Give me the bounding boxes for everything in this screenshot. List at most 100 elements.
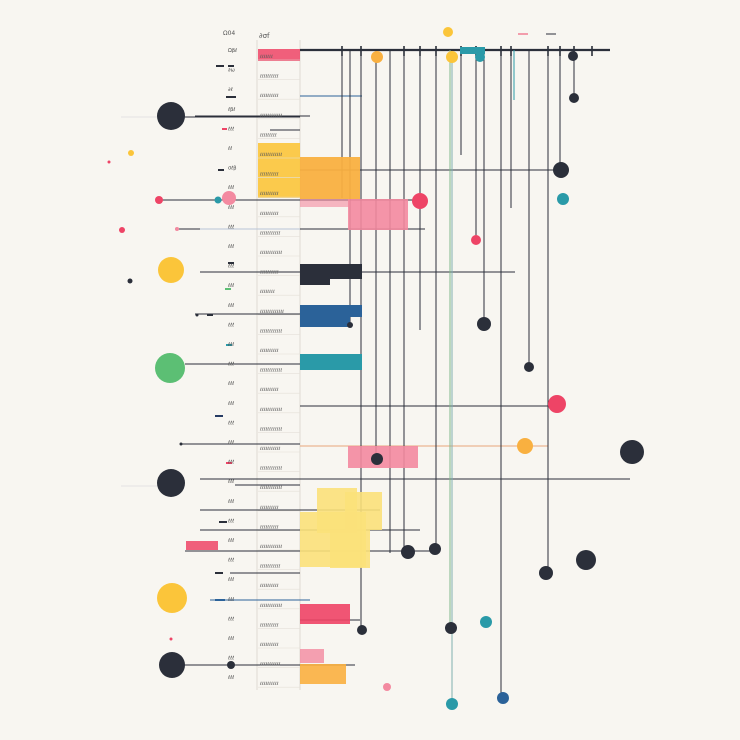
row-label: ℓℓℓ <box>227 322 234 328</box>
vertical-drops <box>341 50 575 705</box>
small-tick-mark <box>226 462 232 464</box>
row-caption: ℓℓℓℓℓℓℓℓℓℓℓℓ <box>259 544 282 550</box>
row-caption: ℓℓℓℓℓℓℓℓℓℓ <box>259 524 279 530</box>
orange-bar <box>300 157 360 199</box>
row-caption: ℓℓℓℓℓℓℓℓℓℓℓℓ <box>259 113 282 119</box>
ink-dot <box>568 51 578 61</box>
yellow-dot <box>443 27 453 37</box>
row-label: ∂ℓ <box>228 87 233 93</box>
small-tick-mark <box>228 65 234 67</box>
ink-dot <box>445 622 457 634</box>
yellow-dot <box>128 150 134 156</box>
row-caption: ℓℓℓℓℓℓℓℓℓℓℓℓ <box>259 426 282 432</box>
large-green-dot <box>155 353 185 383</box>
large-ink-dot <box>157 469 185 497</box>
small-tick-mark <box>225 288 231 290</box>
colored-bars <box>186 47 485 684</box>
red-dot <box>107 160 111 164</box>
row-caption: ℓℓℓℓℓℓℓ <box>259 54 273 60</box>
ink-dot <box>553 162 569 178</box>
teal-dot <box>480 616 492 628</box>
teal-dot <box>214 196 222 204</box>
pink-dot <box>175 227 179 231</box>
large-yellow-dot <box>157 583 187 613</box>
teal-dot <box>557 193 569 205</box>
row-caption: ℓℓℓℓℓℓℓℓℓℓ <box>259 191 279 197</box>
row-caption: ℓℓℓℓℓℓℓℓℓ <box>259 132 277 138</box>
row-labels: Ωβℓ∂ω∂ℓℓβℓℓℓℓℓℓσℓβℓℓℓℓℓℓℓℓℓℓℓℓℓℓℓℓℓℓℓℓℓℓ… <box>227 48 237 681</box>
row-caption: ℓℓℓℓℓℓℓℓℓℓℓℓ <box>259 466 282 472</box>
small-tick-mark <box>207 314 213 316</box>
row-label: ℓℓℓ <box>227 362 234 368</box>
red-bar <box>186 541 218 550</box>
small-tick-mark <box>228 262 234 264</box>
row-caption: ℓℓℓℓℓℓℓℓℓℓℓℓ <box>259 368 282 374</box>
pink-bar <box>300 199 350 207</box>
pink-bar <box>300 649 324 663</box>
row-caption: ℓℓℓℓℓℓℓℓℓℓℓℓ <box>259 603 282 609</box>
red-bar <box>300 604 350 624</box>
row-caption: ℓℓℓℓℓℓℓℓℓℓ <box>259 387 279 393</box>
row-label: ℓℓℓ <box>227 420 234 426</box>
row-captions: ℓℓℓℓℓℓℓℓℓℓℓℓℓℓℓℓℓℓℓℓℓℓℓℓℓℓℓℓℓℓℓℓℓℓℓℓℓℓℓℓ… <box>259 54 284 687</box>
row-caption: ℓℓℓℓℓℓℓℓℓℓ <box>259 211 279 217</box>
large-yellow-dot <box>158 257 184 283</box>
large-ink-dot <box>576 550 596 570</box>
row-label: ℓℓℓ <box>227 126 234 132</box>
row-caption: ℓℓℓℓℓℓℓℓℓℓℓℓ <box>259 152 282 158</box>
row-label: ℓβℓ <box>227 107 235 113</box>
orange-dot <box>517 438 533 454</box>
row-label: ℓℓℓ <box>227 381 234 387</box>
column-yellow-highlight <box>258 143 300 198</box>
row-label: ℓℓℓ <box>227 538 234 544</box>
ink-dot <box>357 625 367 635</box>
row-label: ℓℓℓ <box>227 636 234 642</box>
row-label: ℓℓℓ <box>227 479 234 485</box>
large-ink-dot <box>157 102 185 130</box>
row-caption: ℓℓℓℓℓℓℓℓℓℓ <box>259 622 279 628</box>
row-caption: ℓℓℓℓℓℓℓℓℓℓℓℓ <box>259 485 282 491</box>
red-dot <box>412 193 428 209</box>
row-label: ℓℓℓ <box>227 303 234 309</box>
row-label: σℓβ <box>228 166 236 172</box>
row-caption: ℓℓℓℓℓℓℓℓℓℓℓℓ <box>259 407 282 413</box>
row-label: ℓℓℓ <box>227 616 234 622</box>
row-caption: ℓℓℓℓℓℓℓℓℓℓ <box>259 505 279 511</box>
orange-bar <box>300 664 346 684</box>
row-caption: ℓℓℓℓℓℓℓℓℓℓℓℓ <box>259 250 282 256</box>
label-column <box>207 40 301 690</box>
black-bar <box>300 275 330 285</box>
row-caption: ℓℓℓℓℓℓℓℓℓℓ <box>259 583 279 589</box>
top-axis-teal-marker <box>460 47 485 54</box>
blue-dot <box>497 692 509 704</box>
pink-bar <box>348 446 418 468</box>
teal-dot <box>475 52 485 62</box>
pink-dot <box>383 683 391 691</box>
pink-dot <box>222 191 236 205</box>
ink-dot <box>347 322 353 328</box>
row-label: ℓℓℓ <box>227 283 234 289</box>
row-label: ℓℓℓ <box>227 577 234 583</box>
large-ink-dot <box>620 440 644 464</box>
row-label: ℓℓℓ <box>227 518 234 524</box>
row-label: ℓℓℓ <box>227 264 234 270</box>
blue-bar <box>300 305 362 317</box>
red-dot <box>119 227 125 233</box>
ink-dot <box>477 317 491 331</box>
ink-dot <box>179 442 183 446</box>
small-tick-mark <box>215 572 223 574</box>
row-caption: ℓℓℓℓℓℓℓℓℓℓ <box>259 348 279 354</box>
row-label: ℓℓℓ <box>227 499 234 505</box>
row-caption: ℓℓℓℓℓℓℓℓℓℓ <box>259 270 279 276</box>
row-caption: ℓℓℓℓℓℓℓℓℓℓℓℓ <box>259 328 282 334</box>
small-tick-mark <box>216 65 224 67</box>
row-label: ℓℓℓ <box>227 401 234 407</box>
ink-dot <box>429 543 441 555</box>
dots <box>107 27 644 710</box>
row-caption: ℓℓℓℓℓℓℓℓ <box>259 289 275 295</box>
row-caption: ℓℓℓℓℓℓℓℓℓℓ <box>259 172 279 178</box>
row-label: ℓℓℓ <box>227 460 234 466</box>
row-label: ℓℓℓ <box>227 205 234 211</box>
blue-bar <box>300 315 350 327</box>
